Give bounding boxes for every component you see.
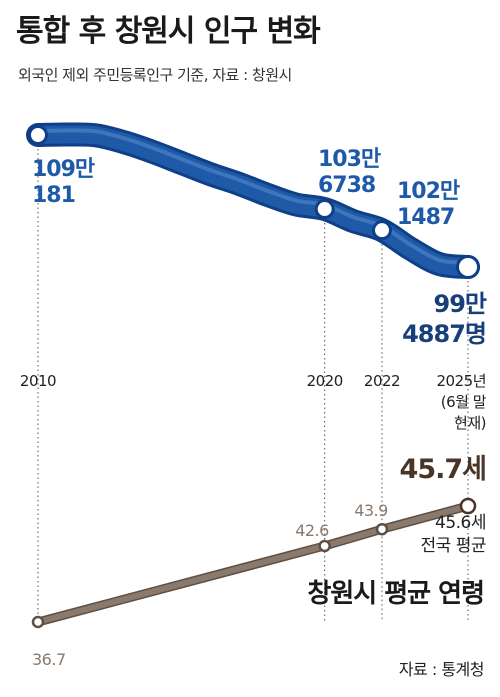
population-point-2020: [317, 202, 332, 217]
year-label-2025-line2: (6월 말: [441, 393, 487, 411]
population-point-2022: [375, 223, 389, 238]
national-average-value: 45.6세: [435, 513, 486, 533]
year-label-2025-line3: 현재): [454, 414, 486, 432]
population-label-2020-line2: 6738: [318, 173, 375, 198]
population-label-2020-line1: 103만: [318, 147, 381, 172]
age-point-2020: [318, 539, 331, 553]
year-guide-lines: [37, 149, 469, 622]
chart-subtitle: 외국인 제외 주민등록인구 기준, 자료 : 창원시: [18, 66, 292, 84]
year-label-2025: 2025년: [437, 372, 486, 390]
age-label-2020: 42.6: [295, 521, 329, 540]
population-label-2022-line1: 102만: [397, 179, 460, 204]
age-source: 자료 : 통계청: [399, 660, 484, 679]
age-point-2010: [31, 615, 45, 629]
chart-title: 통합 후 창원시 인구 변화: [16, 14, 321, 49]
age-series: [31, 497, 477, 629]
year-label-2010: 2010: [20, 372, 56, 390]
national-average-label: 전국 평균: [421, 536, 486, 556]
age-line: [35, 503, 471, 625]
age-label-2010: 36.7: [32, 650, 66, 669]
age-point-2022: [375, 522, 389, 536]
age-point-2025: [459, 497, 477, 515]
population-label-2010-line1: 109만: [32, 157, 95, 182]
population-line-highlight: [36, 128, 470, 265]
age-label-2022: 43.9: [354, 501, 388, 520]
year-label-2020: 2020: [307, 372, 343, 390]
population-label-2010-line2: 181: [32, 183, 75, 208]
population-label-2022-line2: 1487: [397, 205, 454, 230]
population-line: [29, 125, 477, 276]
population-point-2025: [459, 258, 477, 276]
year-label-2022: 2022: [364, 372, 400, 390]
population-label-2025-line2: 4887명: [402, 320, 486, 348]
population-series: [26, 122, 480, 279]
age-label-2025: 45.7세: [400, 454, 486, 485]
age-chart-title: 창원시 평균 연령: [307, 579, 484, 609]
population-label-2025-line1: 99만: [434, 290, 487, 318]
population-point-2010: [31, 128, 45, 142]
